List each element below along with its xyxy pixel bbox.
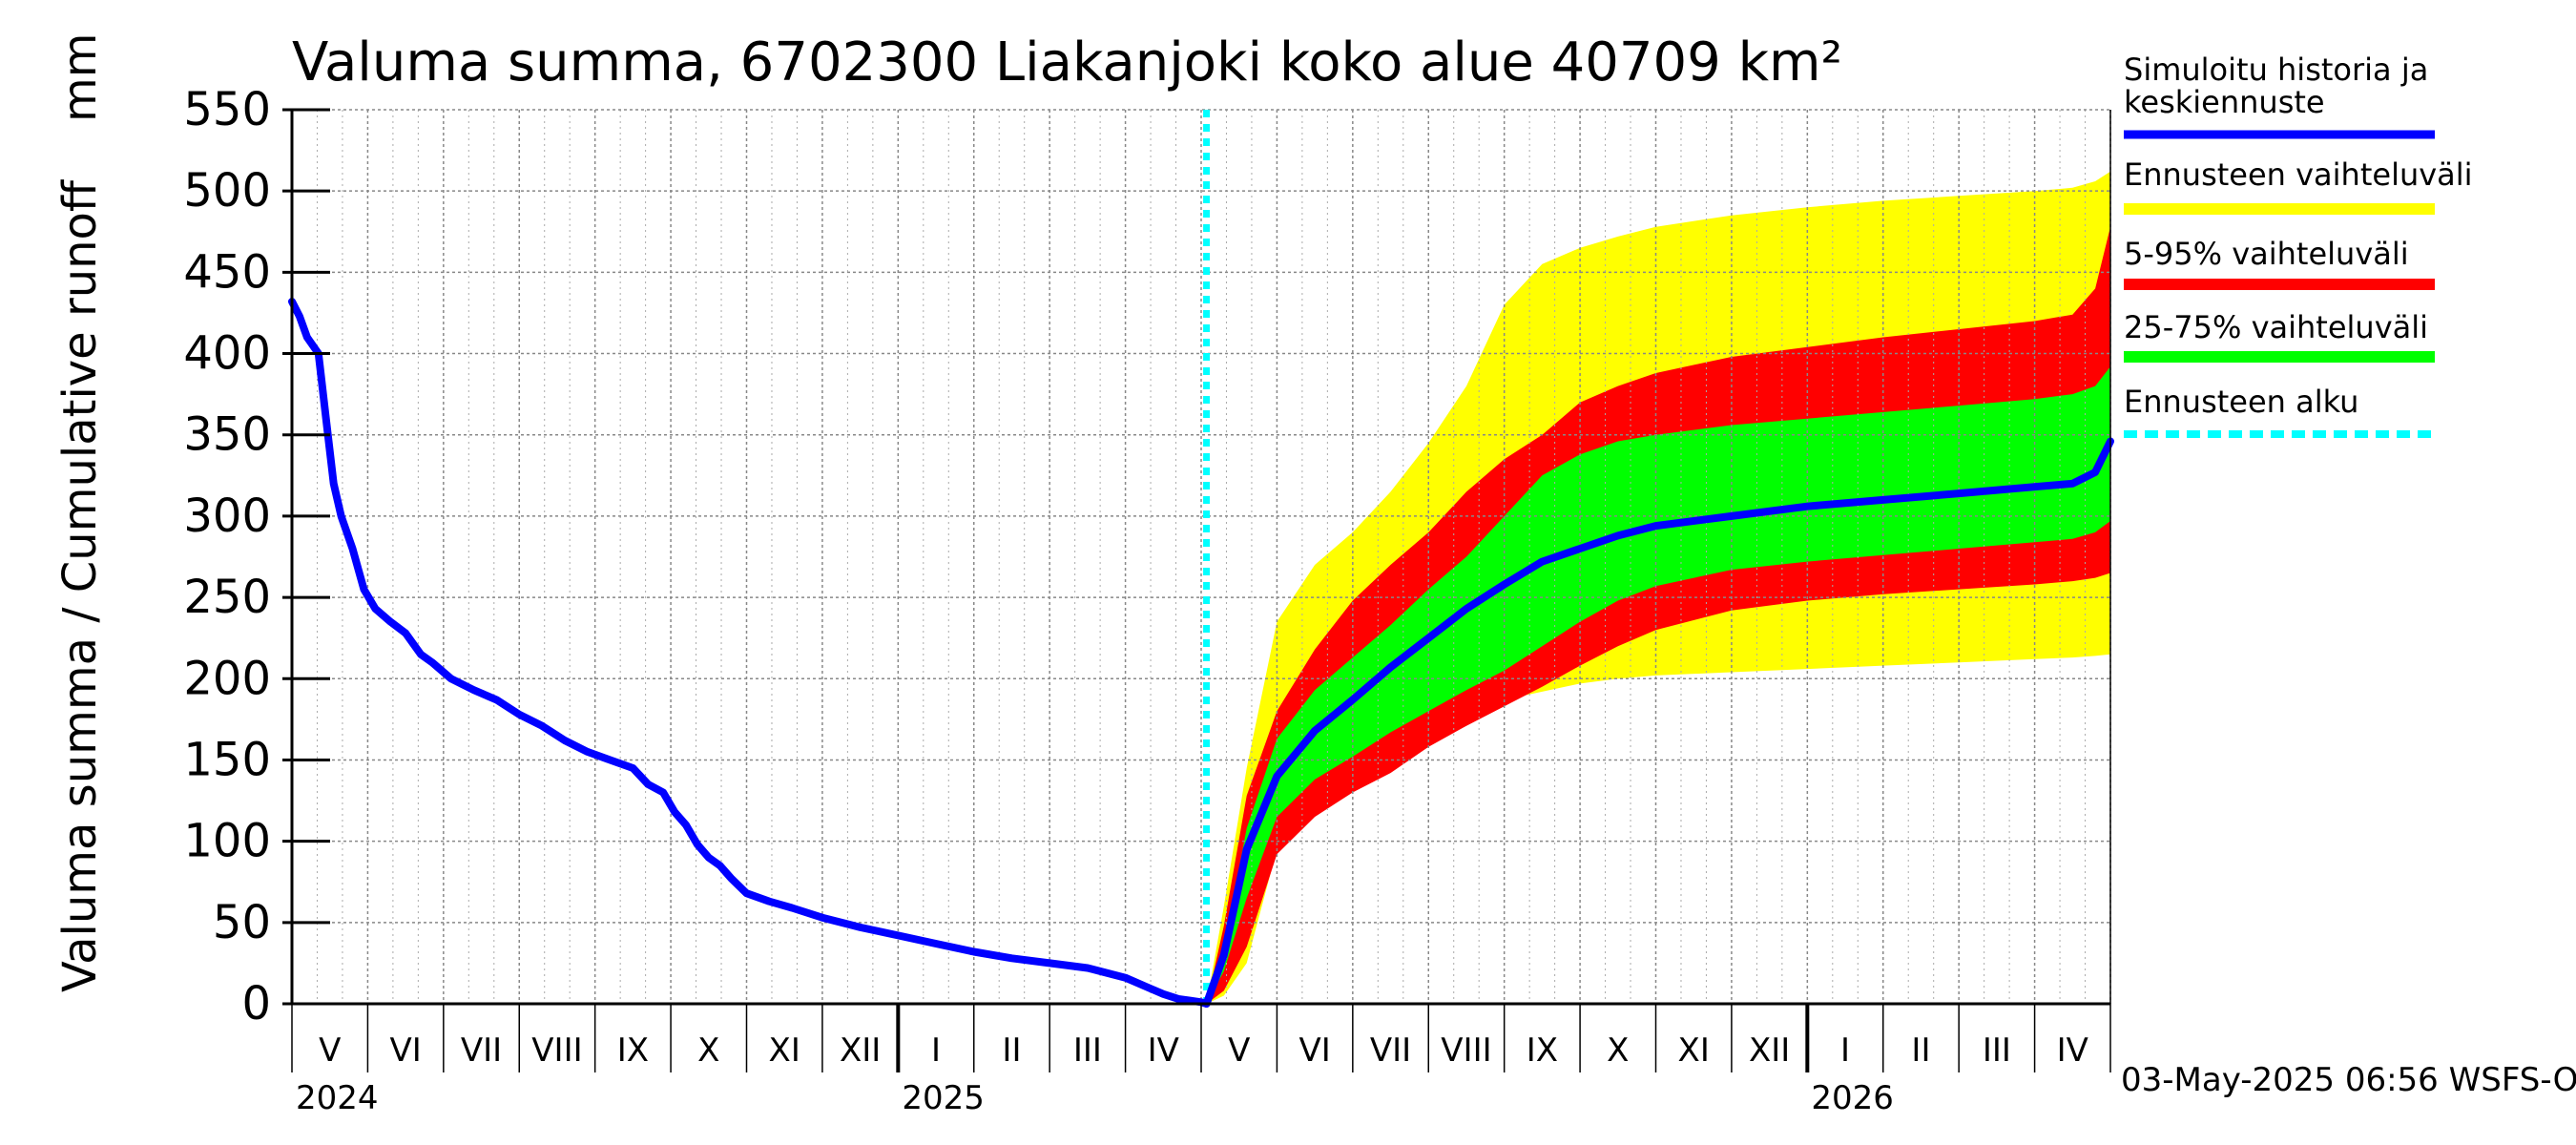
y-tick-label: 200	[183, 652, 271, 705]
band-25-75	[1206, 366, 2110, 1004]
grid-lines	[291, 109, 2111, 1005]
month-label: XII	[840, 1031, 881, 1070]
forecast-bands	[1206, 171, 2110, 1004]
month-label: VIII	[531, 1031, 582, 1070]
month-label: I	[931, 1031, 941, 1070]
month-label: X	[697, 1031, 719, 1070]
month-label: V	[1228, 1031, 1250, 1070]
y-tick-label: 100	[183, 815, 271, 868]
month-label: II	[1911, 1031, 1930, 1070]
median-forecast-line	[1202, 437, 2114, 1008]
y-tick-label: 400	[183, 327, 271, 381]
year-label: 2025	[902, 1079, 985, 1117]
month-label: VI	[1298, 1031, 1330, 1070]
month-label: XI	[769, 1031, 800, 1070]
y-tick-label: 250	[183, 571, 271, 624]
y-tick-label: 150	[183, 733, 271, 786]
month-label: XI	[1678, 1031, 1710, 1070]
legend-label-25-75: 25-75% vaihteluväli	[2124, 309, 2428, 345]
month-label: VII	[461, 1031, 502, 1070]
y-tick-label: 450	[183, 245, 271, 299]
month-label: VII	[1370, 1031, 1411, 1070]
history-line	[288, 298, 1211, 1008]
legend-label-simulated-2: keskiennuste	[2124, 84, 2325, 120]
y-tick-label: 500	[183, 164, 271, 218]
y-tick-label: 0	[241, 977, 271, 1030]
month-label: V	[319, 1031, 341, 1070]
y-tick-label: 550	[183, 83, 271, 136]
legend-label-forecast-start: Ennusteen alku	[2124, 384, 2358, 420]
month-label: VIII	[1441, 1031, 1491, 1070]
runoff-series	[288, 298, 2114, 1008]
legend-label-simulated: Simuloitu historia ja	[2124, 52, 2428, 88]
month-label: III	[1983, 1031, 2011, 1070]
month-label: III	[1073, 1031, 1102, 1070]
y-tick-label: 350	[183, 408, 271, 462]
chart-title: Valuma summa, 6702300 Liakanjoki koko al…	[292, 31, 1842, 94]
legend-label-5-95: 5-95% vaihteluväli	[2124, 236, 2409, 272]
legend-label-forecast-range: Ennusteen vaihteluväli	[2124, 156, 2473, 193]
month-label: IX	[1527, 1031, 1558, 1070]
timestamp: 03-May-2025 06:56 WSFS-O	[2121, 1061, 2576, 1099]
x-axis-ticks: V VI VII VIII IX X XI XII I II III IV V VI VII VIII IX X X…	[291, 1004, 2111, 1117]
month-label: XII	[1749, 1031, 1790, 1070]
year-label: 2026	[1811, 1079, 1894, 1117]
month-label: X	[1607, 1031, 1629, 1070]
y-tick-label: 50	[213, 896, 271, 949]
year-label: 2024	[296, 1079, 379, 1117]
month-label: IX	[617, 1031, 649, 1070]
month-label: VI	[389, 1031, 421, 1070]
month-label: IV	[1148, 1031, 1179, 1070]
y-tick-label: 300	[183, 489, 271, 543]
y-axis-ticks: 0 50 100 150 200 250 300 350 400 450 500 550	[183, 83, 330, 1030]
month-label: II	[1002, 1031, 1021, 1070]
month-label: IV	[2057, 1031, 2088, 1070]
month-label: I	[1840, 1031, 1850, 1070]
y-axis-label: Valuma summa / Cumulative runoff mm	[53, 32, 107, 992]
